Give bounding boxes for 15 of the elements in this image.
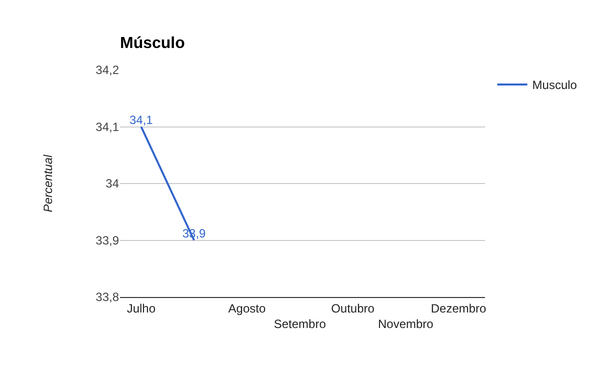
x-tick-label: Novembro: [378, 317, 434, 331]
x-tick-label: Setembro: [274, 317, 326, 331]
y-tick-label: 33,8: [96, 290, 120, 304]
x-tick-label: Agosto: [228, 301, 266, 316]
y-axis-title: Percentual: [40, 154, 55, 212]
y-tick-label: 34,1: [96, 120, 120, 134]
y-tick-label: 34,2: [96, 63, 120, 78]
legend-label: Musculo: [532, 78, 578, 92]
y-tick-label: 33,9: [96, 233, 120, 248]
chart-title: Músculo: [120, 34, 186, 52]
x-tick-label: Outubro: [331, 301, 375, 316]
y-tick-label: 34: [106, 176, 120, 191]
data-label: 34,1: [129, 112, 154, 127]
x-tick-label: Dezembro: [430, 301, 487, 316]
x-tick-label: Julho: [126, 301, 156, 316]
